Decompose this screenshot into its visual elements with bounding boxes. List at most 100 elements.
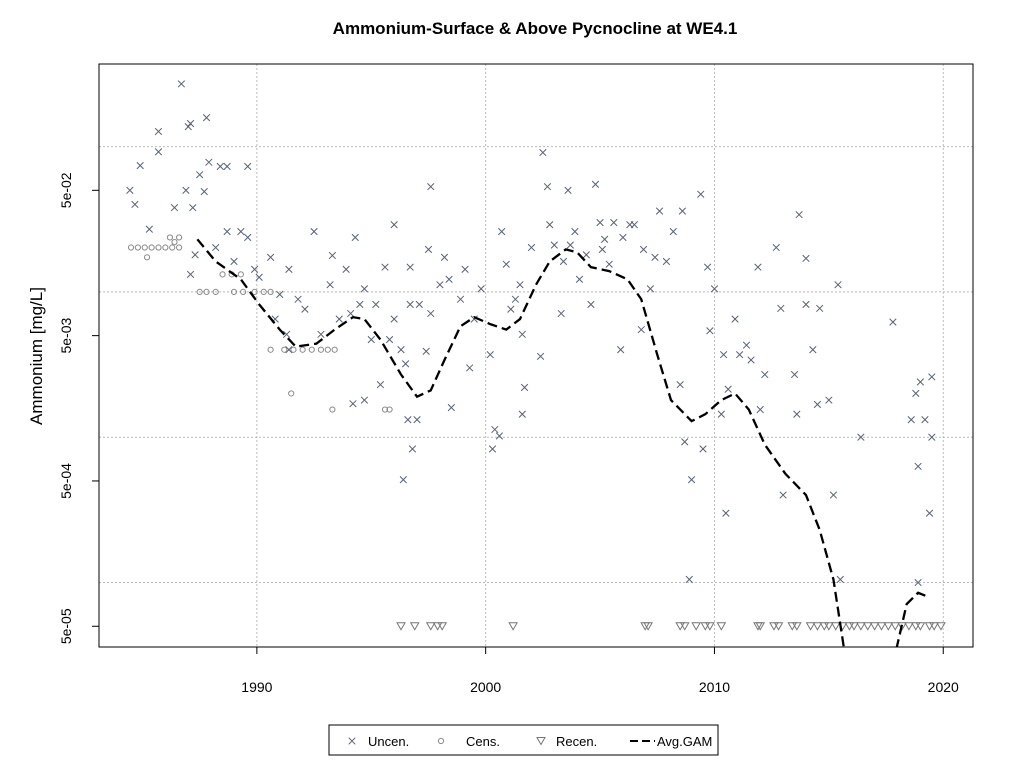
point-triangle	[705, 622, 715, 631]
point-circle	[240, 288, 247, 295]
point-x	[486, 350, 494, 359]
point-x	[816, 304, 824, 313]
point-triangle	[890, 622, 901, 631]
point-x	[587, 300, 595, 309]
point-x	[461, 265, 469, 273]
point-x	[465, 364, 474, 372]
point-triangle	[700, 622, 711, 631]
point-triangle	[869, 622, 880, 631]
point-circle	[308, 346, 315, 353]
point-circle	[212, 288, 219, 295]
point-circle	[171, 239, 178, 246]
point-circle	[155, 244, 162, 251]
point-x	[200, 187, 208, 196]
point-circle	[437, 737, 445, 745]
point-x	[809, 346, 817, 354]
point-x	[216, 162, 224, 171]
legend-label: Avg.GAM	[657, 734, 712, 749]
point-x	[912, 389, 920, 398]
point-triangle	[679, 622, 690, 631]
point-x	[131, 200, 139, 209]
point-x	[326, 281, 334, 289]
point-x	[282, 330, 291, 339]
point-x	[706, 327, 714, 335]
point-x	[790, 370, 799, 379]
point-x	[372, 300, 380, 309]
point-circle	[127, 244, 135, 251]
point-circle	[386, 406, 393, 413]
point-x	[212, 243, 220, 252]
point-x	[223, 162, 231, 171]
point-x	[921, 416, 929, 424]
point-x	[731, 315, 739, 323]
point-x	[424, 245, 433, 254]
point-triangle	[897, 622, 907, 631]
point-x	[189, 203, 197, 212]
point-circle	[148, 244, 155, 251]
point-x	[571, 227, 579, 236]
point-x	[266, 253, 275, 261]
point-x	[223, 227, 231, 236]
point-x	[914, 578, 922, 587]
point-triangle	[844, 622, 855, 631]
point-x	[294, 295, 302, 303]
point-triangle	[830, 622, 841, 631]
point-triangle	[691, 622, 702, 631]
point-x	[477, 285, 485, 293]
point-x	[793, 410, 801, 418]
point-x	[925, 509, 934, 517]
plot-marks	[126, 80, 946, 647]
point-x	[834, 281, 842, 289]
legend: Uncen. Cens. Recen. Avg.GAM	[348, 734, 712, 749]
point-circle	[281, 346, 288, 353]
point-x	[285, 265, 293, 273]
point-circle	[143, 254, 151, 261]
point-x	[795, 211, 803, 219]
point-x	[415, 300, 423, 309]
point-x	[390, 315, 398, 323]
point-circle	[299, 346, 306, 353]
point-x	[678, 207, 687, 215]
point-triangle	[929, 622, 939, 631]
point-x	[427, 182, 435, 191]
point-x	[518, 410, 526, 418]
y-tick-label: 5e-03	[58, 318, 74, 354]
point-x	[829, 491, 838, 499]
point-x	[747, 356, 755, 364]
point-triangle	[904, 622, 914, 631]
point-circle	[267, 288, 274, 295]
point-x	[813, 400, 822, 409]
point-x	[401, 360, 410, 368]
point-x	[600, 235, 609, 243]
point-x	[772, 243, 780, 252]
point-triangle	[716, 622, 727, 631]
point-circle	[203, 288, 210, 295]
point-triangle	[755, 622, 766, 631]
point-circle	[381, 406, 389, 413]
point-x	[170, 203, 179, 212]
point-x	[703, 263, 712, 271]
point-x	[347, 309, 355, 318]
point-x	[916, 378, 925, 386]
point-x	[301, 305, 309, 313]
point-circle	[175, 244, 183, 251]
point-x	[655, 207, 664, 215]
point-circle	[196, 288, 203, 295]
point-x	[498, 227, 506, 236]
point-x	[610, 218, 618, 227]
point-x	[687, 476, 696, 484]
point-x	[598, 245, 607, 254]
point-x	[136, 161, 144, 170]
point-x	[717, 410, 725, 418]
point-x	[511, 295, 520, 303]
point-triangle	[915, 622, 926, 631]
point-x	[360, 285, 369, 293]
point-x	[154, 127, 163, 136]
point-triangle	[409, 622, 420, 631]
point-x	[676, 380, 684, 389]
point-x	[196, 171, 204, 179]
point-x	[742, 341, 751, 349]
point-x	[724, 385, 732, 393]
point-x	[605, 260, 613, 268]
